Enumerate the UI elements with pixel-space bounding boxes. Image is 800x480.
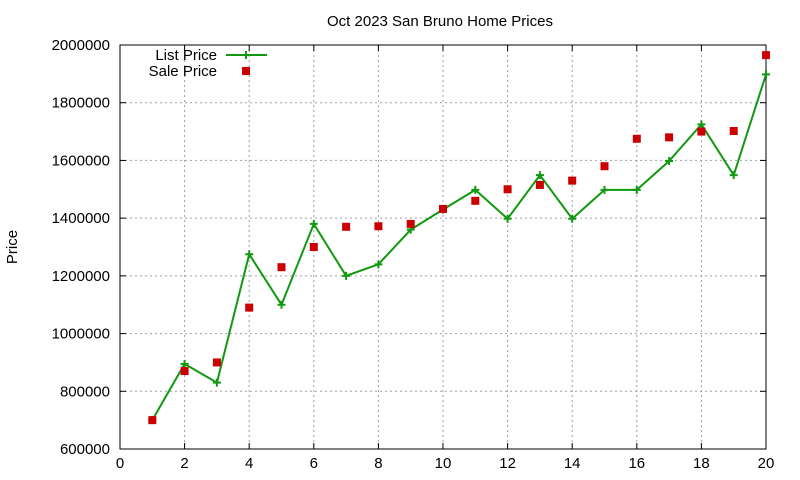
- y-axis-label: Price: [4, 230, 21, 264]
- list-price-point: [374, 260, 383, 269]
- list-price-point: [277, 300, 286, 309]
- list-price-point: [568, 214, 577, 223]
- sale-price-point: [503, 185, 512, 194]
- legend-marker-list-price: [242, 51, 250, 59]
- list-price-point: [762, 70, 770, 79]
- sale-price-point: [342, 222, 351, 231]
- list-price-point: [309, 219, 318, 228]
- series: [148, 51, 770, 425]
- gridlines: [120, 45, 766, 449]
- x-tick-label: 8: [374, 455, 382, 472]
- sale-price-point: [439, 204, 447, 213]
- sale-price-point: [535, 180, 544, 189]
- legend-label-list-price: List Price: [155, 47, 217, 64]
- list-price-point: [632, 185, 641, 194]
- axes: [119, 44, 767, 450]
- x-tick-label: 2: [180, 455, 188, 472]
- list-price-point: [697, 120, 706, 129]
- chart-title: Oct 2023 San Bruno Home Prices: [327, 13, 553, 30]
- tick-labels: 0 2 4 6 8 10 12 14 16 18 20 600000 800000 1000000 1200…: [52, 37, 775, 472]
- legend-marker-sale-price: [242, 67, 250, 75]
- sale-price-point: [762, 51, 770, 60]
- sale-price-point: [180, 367, 189, 376]
- sale-price-point: [568, 176, 577, 185]
- sale-price-point: [729, 126, 738, 135]
- x-tick-label: 6: [310, 455, 318, 472]
- sale-price-point: [406, 219, 415, 228]
- list-price-point: [245, 250, 254, 259]
- x-tick-label: 20: [758, 455, 775, 472]
- legend-label-sale-price: Sale Price: [149, 63, 217, 80]
- sale-price-point: [632, 134, 641, 143]
- sale-price-point: [277, 263, 286, 272]
- list-price-point: [665, 157, 674, 166]
- sale-price-point: [600, 162, 609, 171]
- list-price-point: [180, 359, 189, 368]
- x-tick-label: 16: [628, 455, 645, 472]
- sale-price-point: [309, 243, 318, 251]
- list-price-line: [151, 74, 767, 421]
- y-tick-label: 1200000: [52, 268, 110, 285]
- y-tick-label: 1000000: [52, 326, 110, 343]
- y-tick-label: 1800000: [52, 95, 110, 112]
- sale-price-point: [245, 303, 254, 312]
- list-price-point: [471, 185, 480, 194]
- x-tick-label: 10: [435, 455, 452, 472]
- y-tick-label: 2000000: [52, 37, 110, 54]
- x-tick-label: 12: [499, 455, 516, 472]
- y-tick-label: 800000: [60, 383, 110, 400]
- sale-price-point: [471, 196, 480, 205]
- list-price-point: [600, 185, 609, 194]
- x-tick-label: 14: [564, 455, 581, 472]
- x-tick-label: 18: [693, 455, 710, 472]
- x-tick-label: 4: [245, 455, 253, 472]
- y-tick-label: 600000: [60, 441, 110, 458]
- list-price-point: [535, 171, 544, 180]
- list-price-point: [342, 271, 351, 280]
- list-price-point: [212, 378, 221, 387]
- sale-price-point: [148, 416, 157, 425]
- y-tick-label: 1400000: [52, 210, 110, 227]
- list-price-point: [503, 214, 512, 223]
- sale-price-point: [212, 358, 221, 367]
- sale-price-point: [374, 222, 383, 231]
- list-price-point: [729, 171, 738, 180]
- sale-price-point: [665, 133, 674, 142]
- y-tick-label: 1600000: [52, 152, 110, 169]
- legend: List Price Sale Price: [149, 47, 267, 80]
- sale-price-point: [697, 127, 706, 136]
- x-tick-label: 0: [116, 455, 124, 472]
